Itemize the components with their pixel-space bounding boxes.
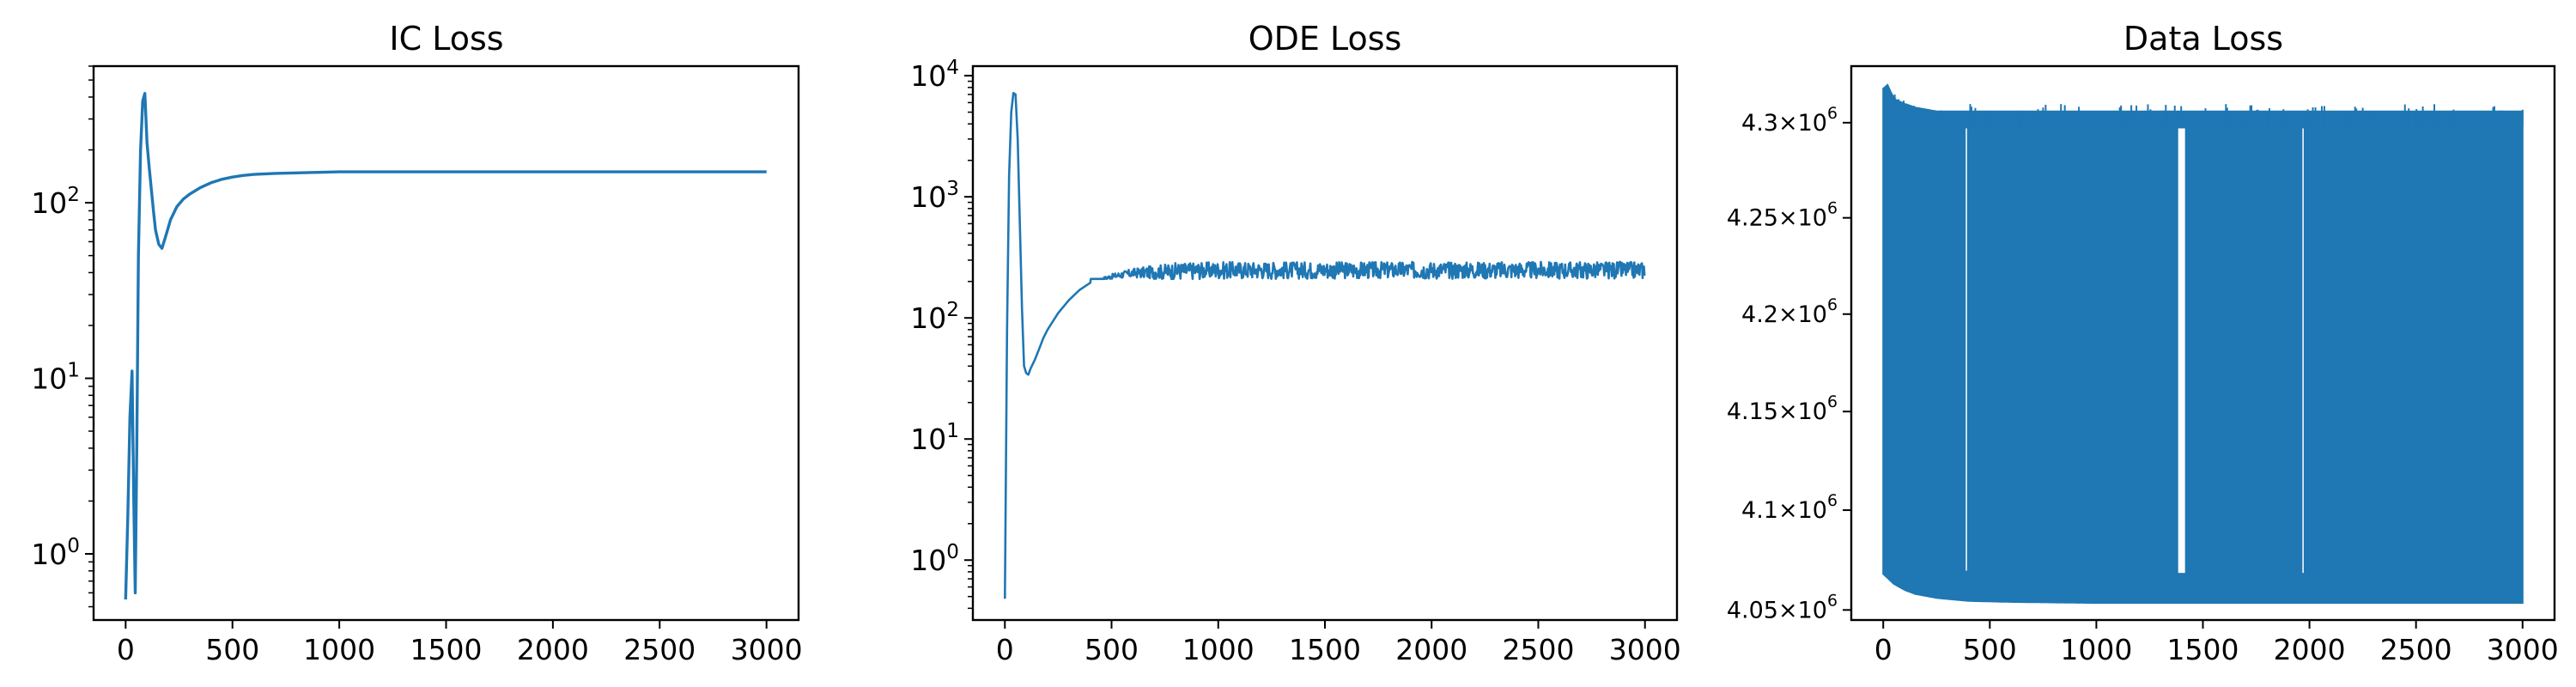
x-tick-label: 500	[1084, 633, 1139, 666]
ic-loss-axes-frame	[92, 64, 800, 622]
ode-loss-title: ODE Loss	[1249, 20, 1402, 58]
data-loss-y-axis: 4.05×106 4.1×106 4.15×106 4.2×106 4.25×106 4.…	[1727, 104, 1851, 623]
x-tick-label: 500	[1963, 633, 2017, 666]
x-tick-label: 2000	[2274, 633, 2346, 666]
y-tick-label: 101	[910, 420, 959, 456]
y-tick-label: 104	[910, 57, 959, 93]
ic-loss-line	[124, 91, 767, 600]
ode-loss-y-axis: 100 101 102 103 104	[910, 57, 973, 610]
ic-loss-plot-area	[124, 91, 767, 600]
x-tick-label: 1000	[303, 633, 375, 666]
ode-loss-x-axis: 0 500 1000 1500 2000 2500 3000	[996, 620, 1681, 666]
ic-loss-panel: IC Loss 0 500 1000 1500 2000 2500 3000 1001011…	[31, 20, 802, 666]
x-tick-label: 3000	[2487, 633, 2559, 666]
ic-loss-title: IC Loss	[389, 20, 503, 58]
x-tick-label: 3000	[731, 633, 803, 666]
data-loss-title: Data Loss	[2123, 20, 2283, 58]
x-tick-label: 2000	[517, 633, 589, 666]
x-tick-label: 0	[996, 633, 1014, 666]
y-tick-label: 102	[910, 299, 959, 335]
y-tick-label: 102	[31, 184, 80, 220]
ic-loss-y-axis: 100 101 102	[31, 65, 94, 608]
x-tick-label: 2500	[623, 633, 696, 666]
data-loss-plot-area	[1882, 83, 2524, 605]
y-tick-label: 4.15×106	[1727, 392, 1838, 425]
x-tick-label: 1000	[2060, 633, 2132, 666]
data-loss-band	[1882, 83, 2524, 605]
data-loss-x-axis: 0 500 1000 1500 2000 2500 3000	[1874, 620, 2559, 666]
ode-loss-panel: ODE Loss 0 500 1000 1500 2000 2500 3000 100 101…	[910, 20, 1680, 666]
ic-loss-x-axis: 0 500 1000 1500 2000 2500 3000	[117, 620, 803, 666]
y-tick-label: 4.2×106	[1741, 295, 1838, 328]
y-tick-label: 100	[31, 535, 80, 571]
x-tick-label: 500	[205, 633, 259, 666]
y-tick-label: 4.3×106	[1741, 104, 1838, 137]
ode-loss-axes-frame	[971, 64, 1679, 622]
x-tick-label: 2500	[1502, 633, 1574, 666]
y-tick-label: 103	[910, 178, 959, 214]
x-tick-label: 1500	[2167, 633, 2239, 666]
x-tick-label: 1000	[1182, 633, 1255, 666]
x-tick-label: 0	[1874, 633, 1893, 666]
x-tick-label: 3000	[1609, 633, 1681, 666]
x-tick-label: 1500	[410, 633, 483, 666]
y-tick-label: 4.25×106	[1727, 199, 1838, 232]
x-tick-label: 2500	[2380, 633, 2452, 666]
data-loss-panel: Data Loss 0 500 1000 1500 2000 2500 3000 4.05×…	[1727, 20, 2559, 666]
y-tick-label: 101	[31, 360, 80, 396]
x-tick-label: 0	[117, 633, 135, 666]
x-tick-label: 2000	[1395, 633, 1467, 666]
ode-loss-plot-area	[1004, 92, 1646, 599]
ode-loss-line	[1004, 92, 1646, 599]
x-tick-label: 1500	[1289, 633, 1361, 666]
y-tick-label: 4.05×106	[1727, 591, 1838, 623]
y-tick-label: 4.1×106	[1741, 491, 1838, 524]
y-tick-label: 100	[910, 541, 959, 577]
